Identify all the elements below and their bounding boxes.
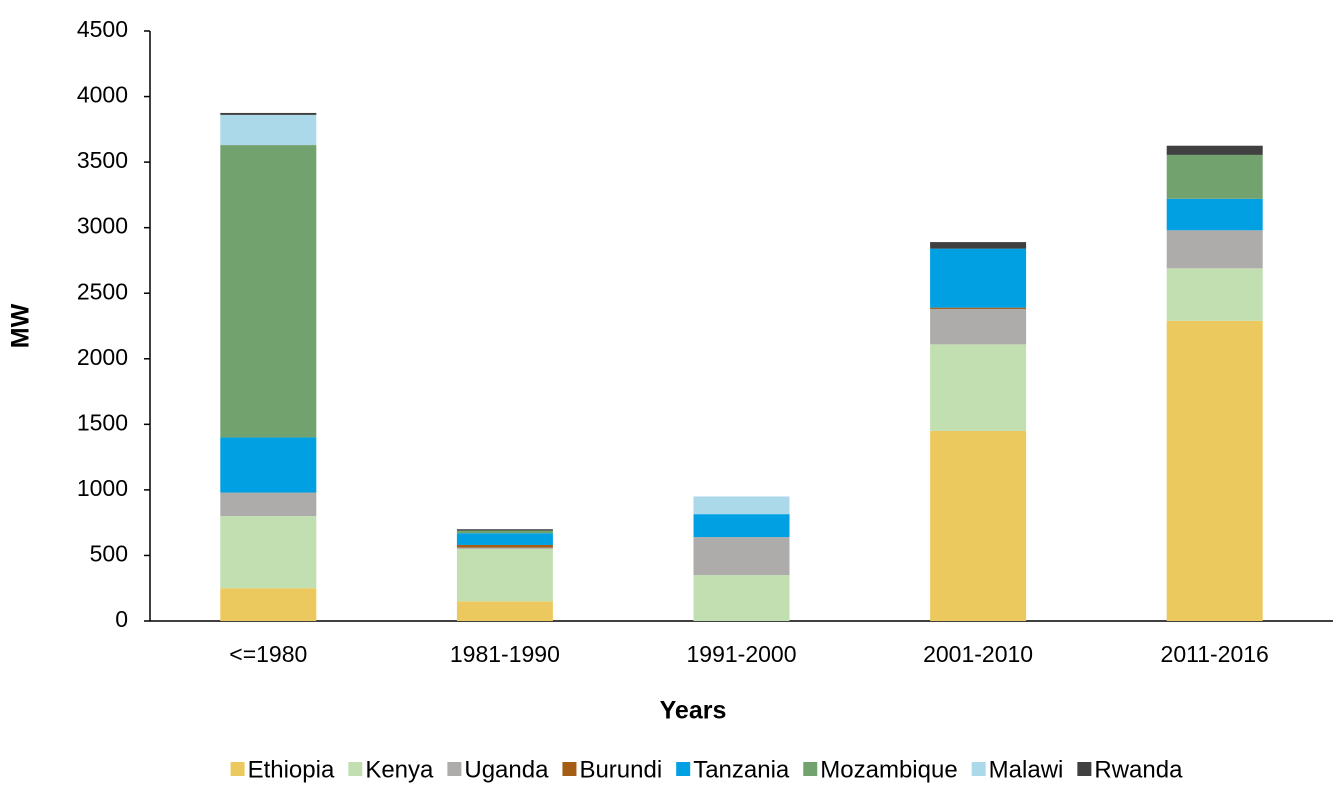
bar-segment <box>1166 268 1263 321</box>
x-tick-label: 2011-2016 <box>1161 641 1269 667</box>
legend-label: Tanzania <box>693 756 790 783</box>
legend-swatch <box>562 762 577 776</box>
bar-segment <box>220 145 317 438</box>
legend-swatch <box>676 762 691 776</box>
legend-swatch <box>971 762 986 776</box>
bar-segment <box>930 248 1027 308</box>
bar-segment <box>220 114 317 146</box>
y-tick-label: 1000 <box>77 475 128 501</box>
y-tick-label: 3000 <box>77 213 128 239</box>
bar-segment <box>456 533 553 545</box>
y-axis-label: MW <box>7 303 35 348</box>
x-tick-label: 1981-1990 <box>450 641 560 667</box>
bar-segment <box>220 588 317 621</box>
legend-swatch <box>230 762 245 776</box>
bar-segment <box>456 544 553 548</box>
bar-segment <box>456 548 553 602</box>
x-tick-label: 2001-2010 <box>923 641 1033 667</box>
bar-segment <box>1166 198 1263 231</box>
bar-segment <box>693 537 790 576</box>
legend-label: Malawi <box>989 756 1064 783</box>
bar-segment <box>1166 230 1263 269</box>
legend-label: Mozambique <box>820 756 957 783</box>
x-axis-label: Years <box>660 697 727 725</box>
legend-swatch <box>348 762 363 776</box>
bar-segment <box>1166 154 1263 199</box>
x-tick-label: <=1980 <box>229 641 307 667</box>
y-tick-label: 0 <box>115 606 128 632</box>
legend-swatch <box>803 762 818 776</box>
y-tick-label: 4000 <box>77 82 128 108</box>
bar-segment <box>930 308 1027 345</box>
y-tick-label: 500 <box>90 541 128 567</box>
bar-segment <box>220 112 317 115</box>
legend-label: Ethiopia <box>248 756 335 783</box>
legend-label: Uganda <box>464 756 549 783</box>
y-tick-label: 2500 <box>77 278 128 304</box>
bar-segment <box>456 529 553 531</box>
bar-segment <box>930 307 1027 309</box>
bar-segment <box>456 601 553 621</box>
bar-segment <box>220 516 317 589</box>
legend-label: Kenya <box>365 756 434 783</box>
y-tick-label: 2000 <box>77 344 128 370</box>
legend-label: Rwanda <box>1094 756 1183 783</box>
bar-segment <box>220 492 317 517</box>
bar-segment <box>456 547 553 549</box>
legend-swatch <box>447 762 462 776</box>
bar-segment <box>930 430 1027 621</box>
bar-segment <box>693 496 790 515</box>
bar-segment <box>1166 145 1263 155</box>
bar-segment <box>456 530 553 534</box>
bar-segment <box>693 575 790 621</box>
bar-segment <box>930 344 1027 431</box>
legend-label: Burundi <box>579 756 662 783</box>
bar-segment <box>930 242 1027 249</box>
legend-swatch <box>1077 762 1092 776</box>
bar-segment <box>693 514 790 538</box>
bar-segment <box>1166 320 1263 621</box>
bar-segment <box>220 437 317 493</box>
y-tick-label: 3500 <box>77 147 128 173</box>
y-tick-label: 1500 <box>77 409 128 435</box>
y-tick-label: 4500 <box>77 16 128 42</box>
x-tick-label: 1991-2000 <box>687 641 797 667</box>
